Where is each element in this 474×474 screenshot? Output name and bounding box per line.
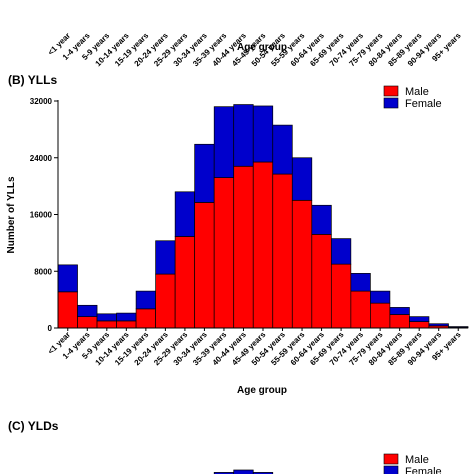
bar-male xyxy=(77,316,98,329)
panel-c-legend-label-male: Male xyxy=(405,454,429,466)
bar-male xyxy=(291,199,313,329)
panel-c-legend-swatch-female xyxy=(383,465,399,474)
chart-title: (B) YLLs xyxy=(8,73,57,87)
bar-male xyxy=(174,236,196,329)
bar-female xyxy=(428,323,449,327)
bar-male xyxy=(370,302,391,329)
panel-c-title: (C) YLDs xyxy=(8,419,59,433)
bar-female xyxy=(194,143,215,203)
panel-c-bar xyxy=(252,472,274,474)
bar-female xyxy=(252,105,274,163)
bar-female xyxy=(370,290,391,304)
bar-series xyxy=(57,104,469,329)
bar-female xyxy=(409,316,430,322)
bar-male xyxy=(57,291,78,329)
bar-female xyxy=(155,240,176,275)
y-tick-label: 0 xyxy=(48,324,53,333)
y-axis-title: Number of YLLs xyxy=(6,176,17,253)
bar-female xyxy=(57,264,78,293)
y-tick-label: 16000 xyxy=(30,211,53,220)
bar-female xyxy=(448,326,469,328)
legend-label-male: Male xyxy=(405,86,429,98)
bar-female xyxy=(116,312,137,322)
panel-c-legend: Male Female xyxy=(383,453,442,474)
y-tick-label: 32000 xyxy=(30,97,53,106)
bar-female xyxy=(213,106,235,178)
bar-male xyxy=(272,173,293,329)
bar-female xyxy=(272,124,293,175)
panel-c-bar xyxy=(213,472,235,474)
bar-female xyxy=(135,290,156,310)
bar-female xyxy=(233,104,254,167)
panel-c-legend-label-female: Female xyxy=(405,466,442,474)
bar-female xyxy=(77,304,98,317)
bar-female xyxy=(96,313,117,322)
top-panel-xlabel: Age group xyxy=(237,42,287,53)
legend-swatch-male xyxy=(383,85,399,97)
panel-c-bars xyxy=(213,469,274,474)
legend-swatch-female xyxy=(383,97,399,109)
bar-male xyxy=(252,161,274,329)
panel-c-legend-swatch-male xyxy=(383,453,399,465)
bar-female xyxy=(330,238,352,265)
bar-female xyxy=(311,204,332,235)
bar-female xyxy=(174,191,196,237)
bar-male xyxy=(155,273,176,329)
bar-male xyxy=(116,320,137,329)
panel-c-bar xyxy=(233,469,254,474)
bar-male xyxy=(389,314,410,329)
bar-male xyxy=(350,290,371,329)
x-axis-title: Age group xyxy=(237,385,287,396)
bar-male xyxy=(233,165,254,329)
bar-male xyxy=(194,202,215,329)
bar-female xyxy=(350,273,371,292)
bar-male xyxy=(96,320,117,329)
bar-male xyxy=(330,263,352,329)
bar-male xyxy=(311,234,332,329)
bar-female xyxy=(389,307,410,315)
bar-male xyxy=(409,321,430,329)
legend-label-female: Female xyxy=(405,98,442,110)
y-tick-label: 24000 xyxy=(30,154,53,163)
y-axis-ticks: 0 8000 16000 24000 32000 xyxy=(30,97,58,333)
bar-male xyxy=(135,308,156,329)
legend: Male Female xyxy=(383,85,442,110)
bar-male xyxy=(213,177,235,329)
y-tick-label: 8000 xyxy=(34,267,52,276)
bar-female xyxy=(291,157,313,201)
